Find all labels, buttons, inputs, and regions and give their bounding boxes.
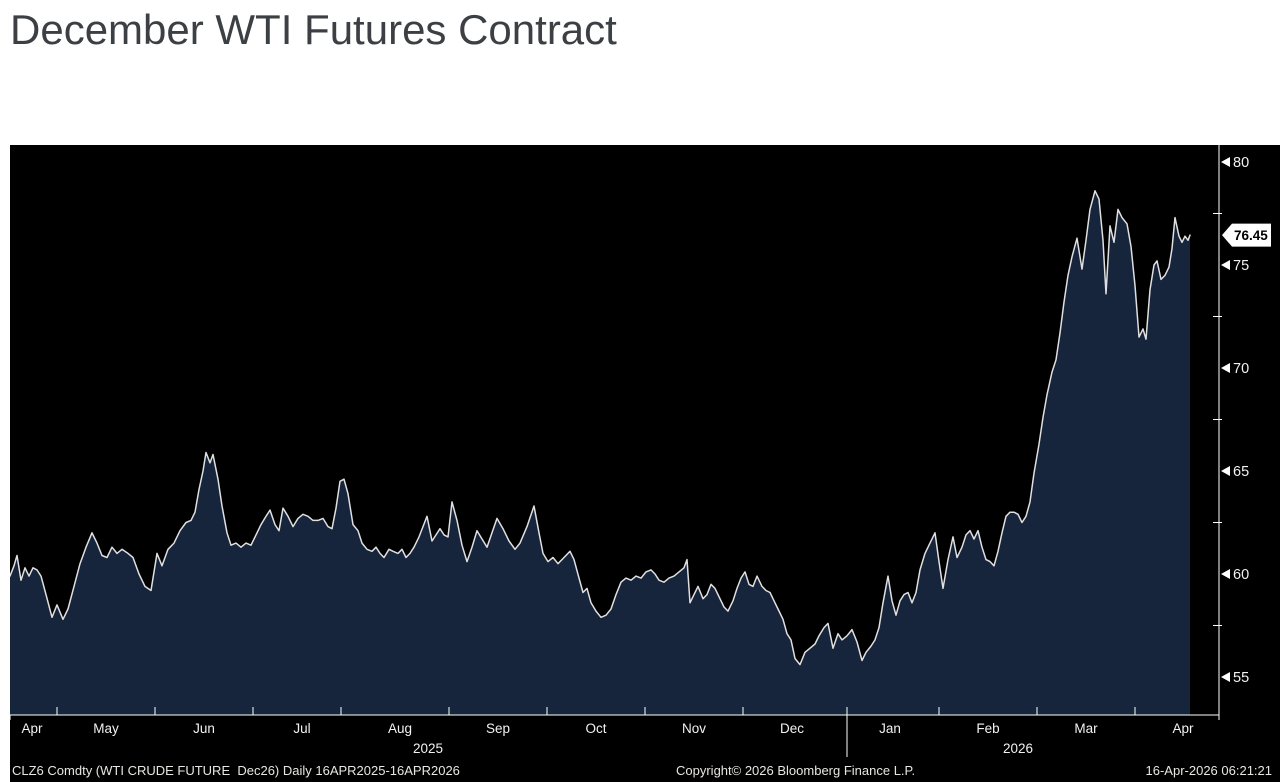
last-price-marker [1222, 223, 1271, 247]
footer-copyright: Copyright© 2026 Bloomberg Finance L.P. [676, 763, 916, 778]
y-tick-arrow-icon [1221, 157, 1230, 167]
last-price-label: 76.45 [1234, 228, 1268, 243]
y-axis-label: 60 [1233, 567, 1249, 583]
chart-panel: Apr May Jun Jul Aug Sep Oct Nov Dec Jan Feb Mar Apr 2… [10, 145, 1280, 782]
page-title: December WTI Futures Contract [10, 6, 617, 53]
x-year-label: 2025 [413, 741, 443, 756]
x-month-label: Jan [879, 721, 901, 736]
y-tick-arrow-icon [1221, 260, 1230, 270]
y-axis-label: 55 [1233, 670, 1249, 686]
y-axis-label: 70 [1233, 361, 1249, 377]
x-month-label: Jun [193, 721, 215, 736]
x-month-label: Apr [1172, 721, 1194, 736]
x-month-label: May [93, 721, 119, 736]
y-tick-arrow-icon [1221, 466, 1230, 476]
x-month-label: Dec [780, 721, 804, 736]
footer-security-info: CLZ6 Comdty (WTI CRUDE FUTURE Dec26) Dai… [12, 763, 460, 778]
y-tick-arrow-icon [1221, 363, 1230, 373]
x-month-label: Sep [486, 721, 510, 736]
y-tick-arrow-icon [1221, 672, 1230, 682]
x-month-label: Nov [682, 721, 706, 736]
footer-timestamp: 16-Apr-2026 06:21:21 [1145, 763, 1272, 778]
x-month-label: Apr [21, 721, 43, 736]
x-month-label: Aug [388, 721, 412, 736]
x-month-label: Oct [585, 721, 606, 736]
x-month-label: Jul [293, 721, 310, 736]
y-axis-label: 80 [1233, 155, 1249, 171]
price-area [10, 190, 1190, 716]
x-month-label: Feb [976, 721, 999, 736]
price-line [10, 190, 1191, 666]
y-tick-arrow-icon [1221, 569, 1230, 579]
chart-svg: Apr May Jun Jul Aug Sep Oct Nov Dec Jan Feb Mar Apr 2… [10, 145, 1271, 757]
y-axis-label: 65 [1233, 464, 1249, 480]
x-year-label: 2026 [1003, 741, 1033, 756]
x-month-label: Mar [1074, 721, 1098, 736]
y-axis-label: 75 [1233, 258, 1249, 274]
